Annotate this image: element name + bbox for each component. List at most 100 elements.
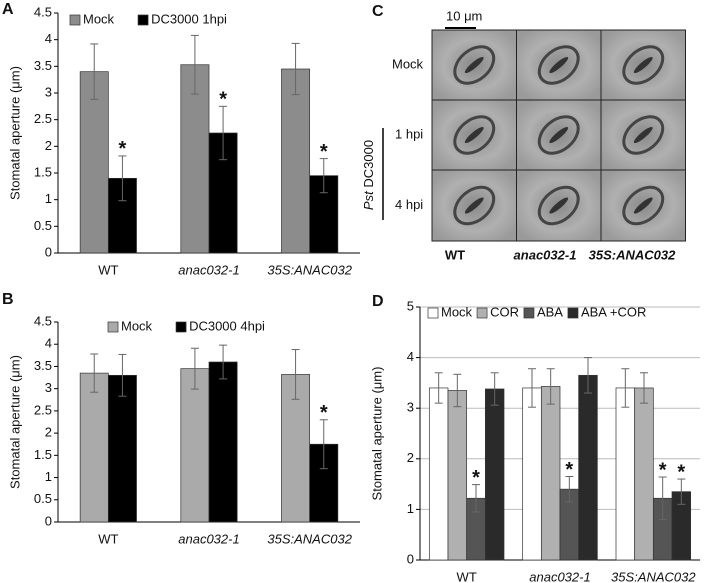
y-tick-label: 1 (45, 191, 52, 206)
significance: * (320, 402, 328, 424)
error-bar (319, 419, 328, 470)
legend-label: DC3000 4hpi (189, 318, 265, 333)
error-bar (490, 372, 499, 406)
legend-swatch (175, 321, 187, 333)
significance: * (677, 461, 685, 483)
error-bar (565, 476, 574, 503)
x-tick-label: WT (98, 262, 118, 277)
legend-swatch (567, 307, 579, 319)
stoma (537, 115, 580, 155)
x-tick-label: WT (457, 569, 477, 583)
y-tick-label: 3.5 (34, 58, 52, 73)
panel-label: B (2, 291, 14, 308)
legend-label: ABA (537, 304, 563, 319)
stoma (537, 185, 580, 226)
scale-bar-label: 10 μm (446, 8, 482, 23)
y-axis-label: Stomatal aperture (μm) (369, 367, 384, 501)
legend-label: COR (490, 304, 519, 319)
row-label: Mock (392, 56, 424, 71)
x-tick-label: 35S:ANAC032 (267, 262, 352, 277)
panel-label: C (372, 3, 384, 20)
y-tick-label: 4.5 (34, 4, 52, 19)
error-bar (434, 372, 443, 404)
legend-swatch (427, 307, 439, 319)
x-tick-label: 35S:ANAC032 (611, 569, 696, 583)
y-tick-label: 3.5 (34, 358, 52, 373)
pore (633, 197, 653, 214)
column-label: anac032-1 (514, 247, 577, 262)
bar (107, 374, 137, 523)
error-bar (584, 357, 592, 394)
significance: * (659, 459, 667, 481)
bar (180, 64, 210, 254)
pore (464, 126, 484, 144)
x-tick-label: WT (98, 531, 118, 546)
panel-label: A (2, 1, 14, 18)
y-tick-label: 3 (45, 380, 52, 395)
bar (79, 71, 109, 254)
y-tick-label: 1 (407, 501, 414, 516)
y-tick-label: 2 (45, 138, 52, 153)
pore (633, 126, 653, 144)
bar (180, 368, 210, 523)
pore (633, 56, 653, 74)
image-panel: C 10 μm Pst DC3000 (361, 3, 482, 220)
error-bar (118, 353, 127, 397)
legend-swatch (523, 307, 535, 319)
bar (208, 361, 238, 523)
pore (549, 126, 569, 144)
y-tick-label: 4.5 (34, 313, 52, 328)
error-bar (677, 478, 686, 505)
bar (540, 386, 561, 561)
significance: * (219, 89, 227, 111)
bar (79, 372, 109, 523)
pore (464, 197, 484, 214)
significance: * (565, 459, 573, 481)
legend-label: Mock (441, 304, 473, 319)
row-label: 1 hpi (395, 126, 423, 141)
x-tick-label: anac032-1 (529, 569, 590, 583)
error-bar (219, 105, 228, 161)
error-bar (640, 372, 648, 404)
legend-swatch (137, 14, 149, 26)
error-bar (453, 373, 462, 408)
bar (578, 374, 598, 561)
legend-label: Mock (83, 11, 115, 26)
stoma (453, 185, 496, 226)
y-tick-label: 4 (45, 31, 52, 46)
x-tick-label: anac032-1 (178, 531, 239, 546)
pore (549, 197, 569, 214)
y-tick-label: 0 (45, 513, 52, 528)
error-bar (90, 43, 99, 100)
significance: * (320, 141, 328, 163)
x-tick-label: 35S:ANAC032 (267, 531, 352, 546)
y-tick-label: 1.5 (34, 164, 52, 179)
error-bar (319, 158, 328, 194)
error-bar (219, 344, 228, 380)
bar (615, 387, 636, 561)
y-tick-label: 0.5 (34, 218, 52, 233)
bar (281, 68, 311, 254)
x-tick-label: anac032-1 (178, 262, 239, 277)
stoma (453, 115, 496, 155)
panel-label: D (372, 293, 384, 310)
bar (634, 387, 654, 561)
y-tick-label: 2 (407, 450, 414, 465)
error-bar (528, 368, 536, 408)
bar (428, 387, 449, 561)
y-axis-label: Stomatal aperture (μm) (7, 66, 22, 200)
y-tick-label: 0.5 (34, 491, 52, 506)
stoma (622, 115, 665, 155)
error-bar (190, 347, 199, 390)
column-label: WT (445, 247, 465, 262)
stoma (453, 45, 496, 85)
row-group-label: Pst DC3000 (361, 140, 376, 210)
stoma (622, 45, 665, 85)
y-tick-label: 5 (407, 298, 414, 313)
legend-label: Mock (121, 318, 153, 333)
y-tick-label: 2 (45, 425, 52, 440)
legend-label: DC3000 1hpi (151, 11, 227, 26)
stoma (622, 185, 665, 226)
bar (522, 387, 542, 561)
